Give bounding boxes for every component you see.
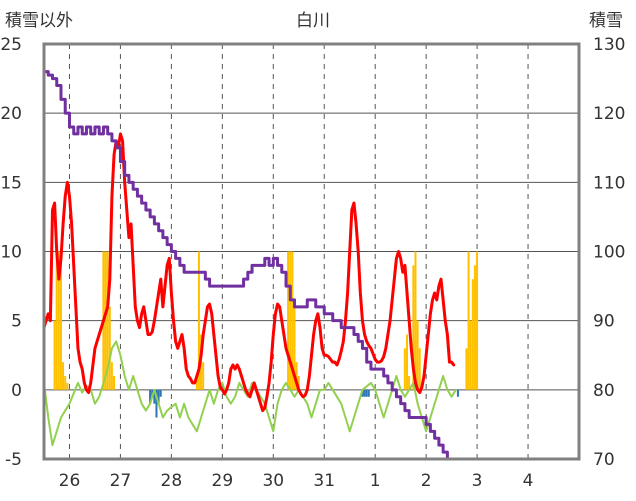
precipitation-bars [53, 251, 479, 418]
plot-frame [42, 42, 581, 461]
day-tick-label: 27 [110, 471, 132, 491]
day-tick-label: 1 [370, 471, 381, 491]
precip-bar [110, 362, 113, 390]
precip-bar [64, 376, 67, 390]
precip-bar [297, 376, 300, 390]
precip-bar [408, 376, 411, 390]
precip-bar [412, 265, 415, 390]
right-tick-label: 100 [593, 243, 625, 263]
day-tick-label: 28 [161, 471, 183, 491]
left-tick-label: -5 [5, 450, 22, 470]
precip-bar [469, 320, 472, 390]
series-line-temperature [42, 132, 456, 413]
precip-bar [414, 251, 417, 390]
series-line-green [43, 340, 457, 447]
left-tick-label: 0 [11, 381, 22, 401]
precip-bar [291, 251, 294, 390]
precip-bar [106, 251, 109, 390]
precip-bar [476, 251, 479, 390]
right-tick-label: 90 [593, 312, 615, 332]
precip-bar [289, 251, 292, 390]
precip-bar [53, 320, 56, 390]
day-tick-label: 31 [313, 471, 335, 491]
right-tick-label: 80 [593, 381, 615, 401]
precip-bar [159, 389, 162, 397]
left-tick-label: 15 [0, 173, 22, 193]
precip-bar [153, 389, 156, 404]
precip-bar [403, 348, 406, 390]
day-tick-label: 2 [421, 471, 432, 491]
precip-bar [467, 251, 470, 390]
left-tick-label: 5 [11, 312, 22, 332]
precip-bar [405, 334, 408, 390]
precip-bar [108, 306, 111, 390]
precip-bar [62, 362, 65, 390]
precip-bar [293, 306, 296, 390]
right-tick-label: 120 [593, 104, 625, 124]
precip-bar [365, 389, 368, 397]
series-lines [42, 70, 457, 461]
left-tick-label: 25 [0, 35, 22, 55]
precip-bar [456, 389, 459, 397]
left-tick-label: 10 [0, 243, 22, 263]
day-tick-label: 4 [523, 471, 534, 491]
precip-bar [465, 348, 468, 390]
right-tick-label: 130 [593, 35, 625, 55]
precip-bar [473, 265, 476, 390]
precip-bar [57, 251, 60, 390]
precip-bar [287, 251, 290, 390]
precip-bar [202, 362, 205, 390]
precip-bar [59, 251, 62, 390]
right-tick-label: 110 [593, 173, 625, 193]
precip-bar [363, 389, 366, 397]
left-axis-ticks: -5 0 5 10 15 20 25 [0, 35, 22, 470]
right-axis-ticks: 70 80 90 100 110 120 130 [593, 35, 625, 470]
precip-bar [155, 389, 158, 418]
precip-bar [195, 376, 198, 390]
precip-bar [367, 389, 370, 397]
precip-bar [418, 348, 421, 390]
precip-bar [416, 320, 419, 390]
right-axis-label: 積雪 [589, 11, 623, 31]
chart-title: 白川 [296, 11, 330, 31]
precip-bar [66, 382, 69, 390]
series-line-snow_depth [42, 70, 454, 461]
precip-bar [197, 251, 200, 390]
precip-bar [104, 251, 107, 390]
precip-bar [471, 279, 474, 390]
precip-bar [55, 251, 58, 390]
left-tick-label: 20 [0, 104, 22, 124]
precip-bar [112, 376, 116, 390]
right-tick-label: 70 [593, 450, 615, 470]
x-axis-ticks: 26 27 28 29 30 31 1 2 3 4 [59, 471, 534, 491]
left-axis-label: 積雪以外 [5, 11, 73, 31]
precip-bar [149, 389, 152, 404]
day-tick-label: 26 [59, 471, 81, 491]
day-tick-label: 3 [472, 471, 483, 491]
day-tick-label: 29 [212, 471, 234, 491]
precip-bar [151, 389, 154, 397]
day-tick-label: 30 [262, 471, 284, 491]
precip-bar [295, 362, 298, 390]
precip-bar [157, 389, 160, 404]
